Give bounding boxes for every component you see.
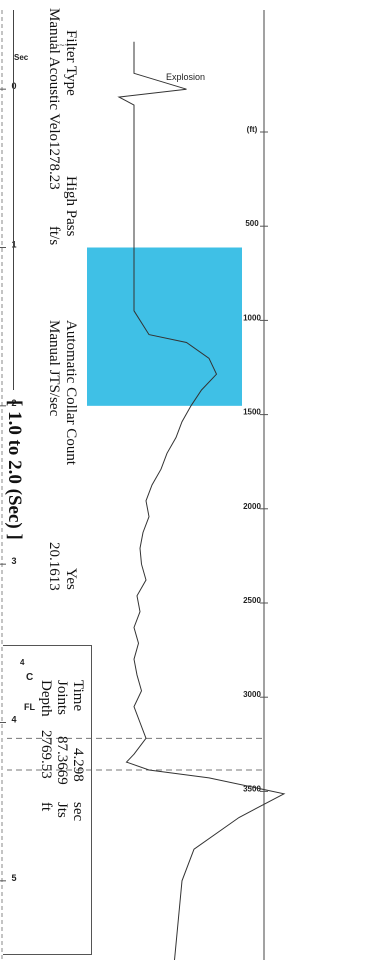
time-tick-label: 4 [11,715,16,725]
depth-tick-label: 3000 [243,690,261,699]
range-label: [ 1.0 to 2.0 (Sec) ] [4,400,25,540]
jts-label: Manual JTS/sec [46,320,62,417]
depth-tick-label: 2000 [243,502,261,511]
range-bracket-left [13,10,14,390]
velocity-unit: ft/s [46,226,62,246]
time-ticks: 0 1 2 3 4 5 [0,81,17,883]
acoustic-trace-line [117,41,286,961]
time-tick-label: 1 [11,240,16,250]
velocity-label: Manual Acoustic Velo [46,8,62,142]
depth-tick-label: (ft) [247,125,258,134]
pulse-marker-label: ~~~ [55,41,69,50]
explosion-label: Explosion [166,72,205,82]
depth-tick-label: 2500 [243,596,261,605]
filter-type-value: High Pass [63,176,79,237]
cursor-4-label: 4 [20,658,25,667]
time-tick-label: 5 [11,873,16,883]
jts-row: Manual JTS/sec 20.1613 [45,320,62,591]
collar-count-label: Automatic Collar Count [63,320,79,465]
collar-count-value: Yes [63,568,79,590]
depth-tick-label: 3500 [243,784,261,793]
time-tick-label: 2 [11,398,16,408]
depth-ticks: (ft) 500 1000 1500 2000 2500 3000 3500 [243,125,268,793]
velocity-row: Manual Acoustic Velo1278.23 ft/s [45,8,62,245]
time-tick-label: 0 [11,81,16,91]
collar-count-row: Automatic Collar Count Yes [62,320,79,590]
depth-tick-label: 1000 [243,313,261,322]
time-tick-label: 3 [11,556,16,566]
depth-tick-label: 1500 [243,408,261,417]
fl-label: FL [24,702,35,712]
depth-tick-label: 500 [245,219,259,228]
highlight-window [87,247,242,406]
cursor-lines [7,737,262,771]
cursor-c-label: C [26,672,33,683]
readout-box-frame [3,645,92,955]
filter-type-row: Filter Type High Pass [62,30,79,236]
filter-type-label: Filter Type [63,30,79,96]
jts-value: 20.1613 [46,542,62,591]
velocity-value: 1278.23 [46,141,62,190]
time-unit-label: Sec [14,53,29,62]
